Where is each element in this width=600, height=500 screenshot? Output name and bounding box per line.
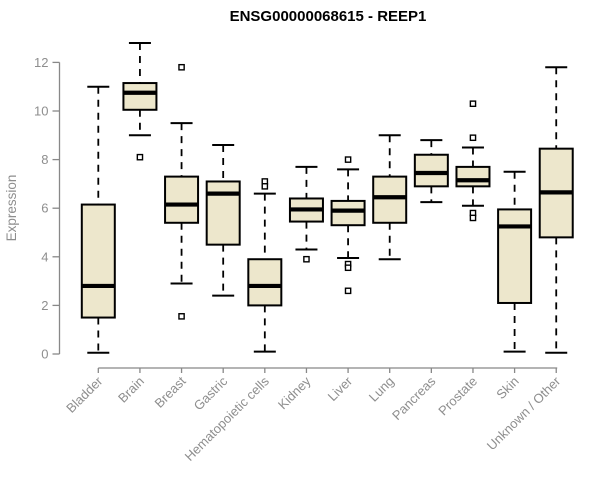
box-breast	[164, 63, 200, 320]
iqr-box	[413, 153, 449, 188]
x-category-label: Prostate	[435, 374, 480, 419]
box-brain	[122, 41, 158, 161]
outlier-point	[344, 264, 352, 272]
iqr-box	[372, 175, 408, 224]
outlier-point	[178, 63, 185, 71]
iqr-box	[497, 208, 533, 304]
box-liver	[330, 156, 366, 295]
outlier-point	[469, 214, 477, 222]
outlier-point	[344, 156, 352, 163]
box-gastric	[205, 144, 241, 297]
y-tick-label: 12	[34, 55, 48, 70]
iqr-box	[80, 203, 116, 319]
x-category-label: Bladder	[63, 373, 106, 416]
x-category-label: Pancreas	[389, 373, 439, 423]
chart-title: ENSG00000068615 - REEP1	[230, 8, 427, 25]
outlier-point	[136, 153, 144, 161]
iqr-box	[455, 165, 491, 188]
box-kidney	[288, 165, 324, 263]
y-tick-label: 10	[34, 104, 48, 119]
x-category-label: Liver	[325, 373, 356, 404]
outlier-point	[303, 255, 310, 263]
y-tick-label: 2	[41, 298, 48, 313]
outlier-point	[469, 134, 477, 142]
box-skin	[497, 170, 533, 353]
y-tick-label: 6	[41, 201, 48, 216]
x-category-label: Kidney	[275, 373, 314, 412]
x-category-label: Breast	[152, 373, 189, 410]
x-category-label: Brain	[115, 374, 147, 406]
outlier-point	[469, 100, 477, 108]
iqr-box	[164, 175, 200, 224]
iqr-box	[122, 82, 158, 111]
box-lung	[372, 134, 408, 261]
box-unknown-other	[538, 66, 574, 354]
iqr-box	[330, 199, 366, 227]
box-bladder	[80, 85, 116, 354]
y-axis-label: Expression	[4, 175, 19, 242]
box-hematopoietic-cells	[247, 178, 283, 353]
y-tick-label: 4	[41, 249, 48, 264]
box-prostate	[455, 100, 491, 222]
y-tick-label: 0	[41, 347, 48, 362]
y-axis: 0 2 4 6 8 10 12	[34, 55, 61, 362]
y-tick-label: 8	[41, 152, 48, 167]
outlier-point	[178, 313, 185, 320]
outlier-point	[344, 287, 352, 295]
iqr-box	[247, 258, 283, 307]
plot-area	[80, 41, 574, 354]
outlier-point	[261, 183, 269, 190]
box-pancreas	[413, 139, 449, 204]
x-category-label: Skin	[493, 374, 521, 402]
iqr-box	[205, 180, 241, 246]
x-category-label: Lung	[366, 374, 397, 405]
x-category-label: Unknown / Other	[484, 373, 564, 453]
x-category-label: Gastric	[191, 373, 231, 413]
